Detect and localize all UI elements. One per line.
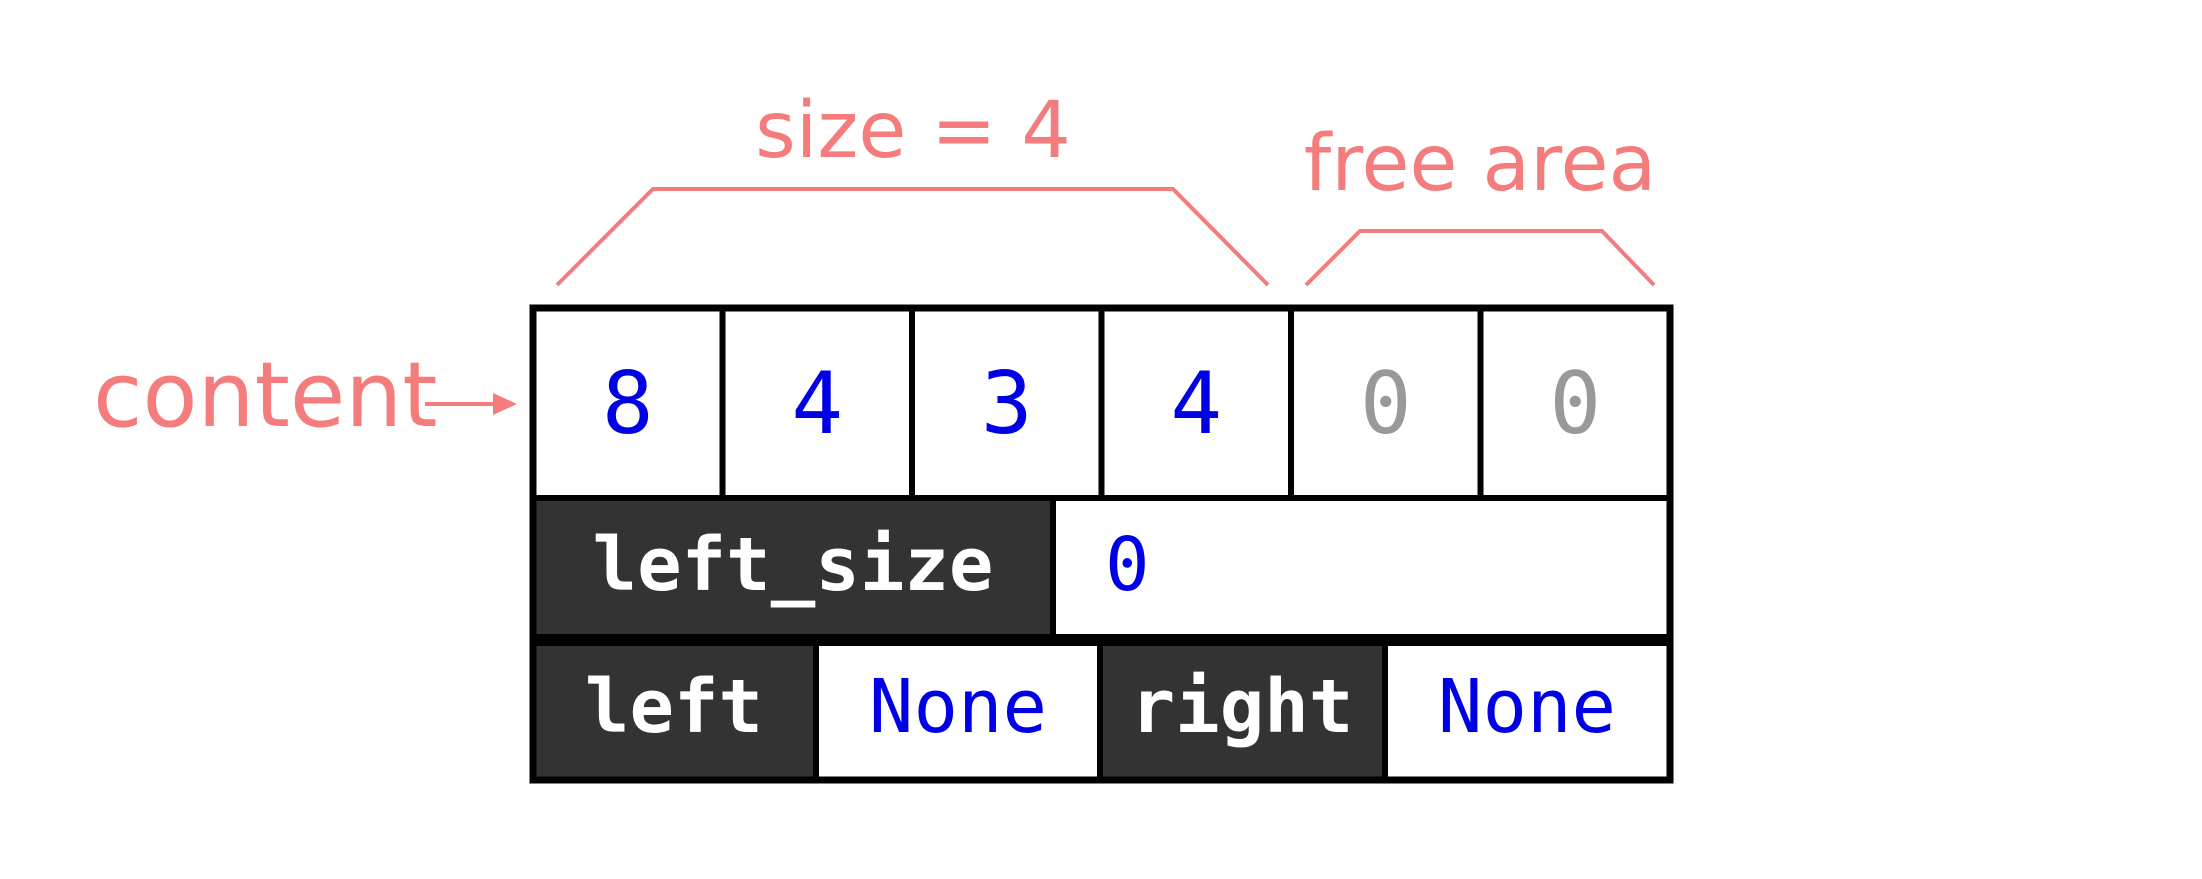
- free-cell-value: 0: [1549, 354, 1601, 454]
- size-label: size = 4: [755, 86, 1071, 176]
- right-key: right: [1131, 664, 1354, 750]
- content-label: content: [93, 343, 438, 448]
- right-key-cell: [1097, 640, 1388, 783]
- outer-frame: [529, 304, 1674, 784]
- right-value: None: [1438, 664, 1616, 750]
- size-bracket: [555, 187, 1270, 287]
- content-row: 8 4 3 4 0 0: [530, 305, 1673, 501]
- content-cell: [719, 305, 915, 501]
- content-cell-value: 4: [791, 354, 843, 454]
- left-key: left: [585, 664, 763, 750]
- left-value: None: [869, 664, 1047, 750]
- content-cell-value: 8: [602, 354, 654, 454]
- content-cell-value: 4: [1170, 354, 1222, 454]
- free-area-label: free area: [1304, 119, 1657, 209]
- content-cell-value: 3: [981, 354, 1033, 454]
- left-size-value: 0: [1105, 522, 1150, 608]
- free-cell-value: 0: [1360, 354, 1412, 454]
- content-arrow-head: [493, 393, 517, 415]
- left-size-key: left_size: [593, 522, 994, 608]
- free-area-bracket: [1304, 229, 1656, 287]
- left-value-cell: [813, 640, 1103, 783]
